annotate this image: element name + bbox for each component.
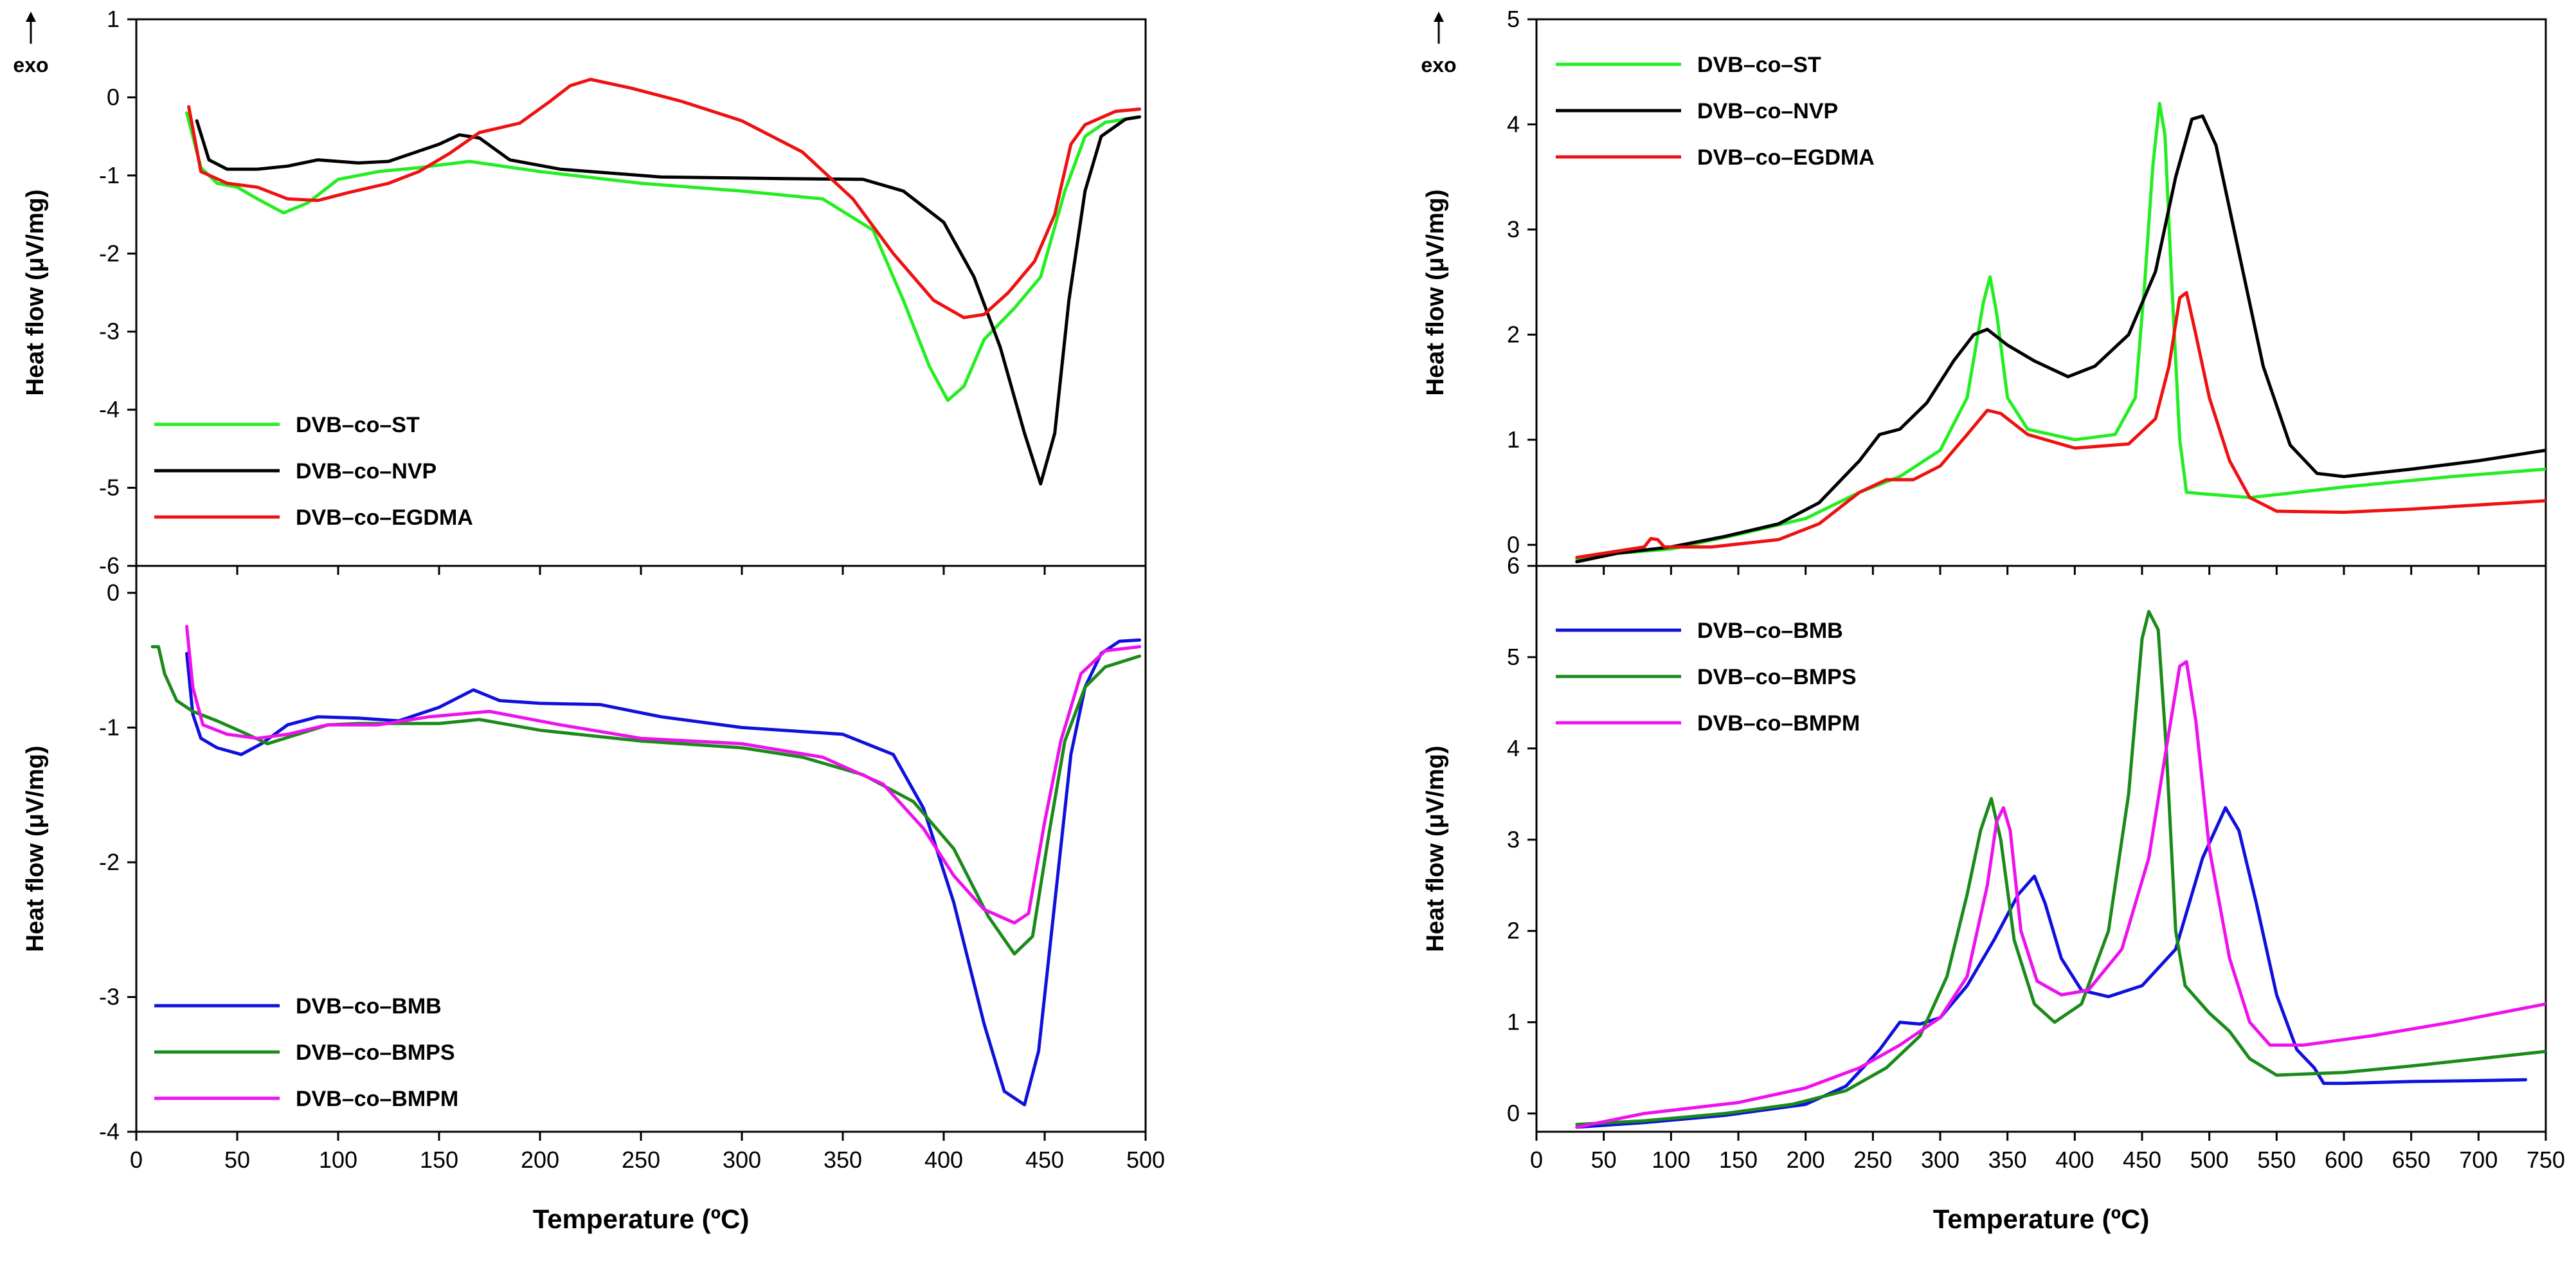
y-axis-label: Heat flow (μV/mg) (1422, 190, 1449, 396)
legend-label-1: DVB–co–BMB (296, 994, 442, 1019)
series-line-2 (195, 115, 1142, 485)
y-tick-label: -4 (99, 1118, 120, 1145)
x-tick-label: 100 (1652, 1147, 1690, 1173)
legend-label-2: DVB–co–BMPS (296, 1040, 455, 1065)
x-axis-label: Temperature (ºC) (533, 1204, 750, 1234)
plot-frame (135, 565, 1147, 1133)
x-tick-label: 250 (1853, 1147, 1892, 1173)
x-tick-label: 350 (824, 1147, 862, 1173)
legend-label-1: DVB–co–ST (296, 413, 420, 437)
y-tick-label: 0 (107, 84, 120, 110)
y-tick-label: 0 (1507, 531, 1520, 558)
chart-left-bottom: 0 -1 -2 -3 -4 0 50 100 150 200 250 300 350 400 450 500 H… (22, 565, 1165, 1234)
legend-label-1: DVB–co–BMB (1697, 619, 1843, 643)
y-tick-label: 1 (107, 6, 120, 32)
x-tick-label: 700 (2459, 1147, 2498, 1173)
legend-label-3: DVB–co–EGDMA (1697, 145, 1875, 170)
x-tick-label: 250 (622, 1147, 660, 1173)
x-tick-label: 50 (1591, 1147, 1617, 1173)
exo-label-right: exo (1421, 53, 1456, 77)
y-tick-label: -5 (99, 475, 120, 501)
y-tick-label: -6 (99, 552, 120, 579)
y-tick-label: 3 (1507, 826, 1520, 853)
x-tick-label: 300 (1921, 1147, 1959, 1173)
legend-label-3: DVB–co–BMPM (296, 1087, 458, 1111)
x-tick-label: 450 (1025, 1147, 1064, 1173)
series-line-3 (1575, 660, 2546, 1129)
x-tick-label: 650 (2392, 1147, 2431, 1173)
x-tick-label: 500 (2190, 1147, 2229, 1173)
x-tick-label: 450 (2123, 1147, 2161, 1173)
series-line-3 (187, 78, 1142, 320)
x-tick-label: 550 (2257, 1147, 2296, 1173)
y-tick-label: -3 (99, 983, 120, 1010)
x-tick-label: 100 (319, 1147, 357, 1173)
series-line-1 (1575, 102, 2546, 561)
series-line-3 (185, 624, 1142, 925)
legend-label-3: DVB–co–EGDMA (296, 505, 473, 530)
x-tick-label: 600 (2325, 1147, 2363, 1173)
series-line-3 (1575, 291, 2546, 559)
y-tick-label: 1 (1507, 426, 1520, 453)
series-line-2 (1575, 114, 2546, 563)
plot-frame (135, 18, 1147, 567)
y-tick-label: 4 (1507, 735, 1520, 761)
y-axis-label: Heat flow (μV/mg) (22, 746, 49, 952)
chart-right-top: 0 1 2 3 4 5 Heat flow (μV/mg) DVB–co–ST DVB–co–N… (1422, 6, 2547, 567)
legend-label-3: DVB–co–BMPM (1697, 711, 1860, 736)
x-tick-label: 750 (2526, 1147, 2565, 1173)
exo-label-left: exo (13, 53, 48, 77)
x-tick-label: 0 (130, 1147, 143, 1173)
series-line-2 (150, 645, 1142, 956)
y-tick-label: 5 (1507, 644, 1520, 670)
x-axis-label: Temperature (ºC) (1933, 1204, 2150, 1234)
plot-frame (1535, 565, 2547, 1133)
y-tick-label: -4 (99, 396, 120, 422)
y-tick-label: 2 (1507, 321, 1520, 347)
exo-marker-left: exo (13, 12, 49, 77)
legend-label-2: DVB–co–BMPS (1697, 665, 1857, 689)
y-tick-label: -2 (99, 240, 120, 266)
y-tick-label: -1 (99, 162, 120, 188)
exo-marker-right: exo (1421, 12, 1457, 77)
legend-label-2: DVB–co–NVP (296, 459, 437, 484)
series-line-1 (1575, 806, 2528, 1129)
y-tick-label: 4 (1507, 111, 1520, 137)
y-tick-label: -1 (99, 714, 120, 740)
series-line-1 (185, 111, 1142, 403)
y-axis-label: Heat flow (μV/mg) (1422, 746, 1449, 952)
legend-label-1: DVB–co–ST (1697, 53, 1821, 77)
x-tick-label: 200 (521, 1147, 559, 1173)
y-tick-label: 5 (1507, 6, 1520, 32)
y-tick-label: 0 (1507, 1100, 1520, 1127)
x-tick-label: 200 (1787, 1147, 1825, 1173)
legend-label-2: DVB–co–NVP (1697, 99, 1838, 123)
x-tick-label: 150 (1719, 1147, 1758, 1173)
x-tick-label: 50 (224, 1147, 250, 1173)
x-tick-label: 0 (1530, 1147, 1543, 1173)
chart-left-top: 1 0 -1 -2 -3 -4 -5 -6 Heat flow (μV/mg) DVB–co–ST… (22, 6, 1147, 579)
y-tick-label: 6 (1507, 552, 1520, 579)
series-line-1 (185, 638, 1142, 1107)
x-tick-label: 350 (1988, 1147, 2027, 1173)
y-tick-label: 1 (1507, 1009, 1520, 1035)
y-tick-label: 3 (1507, 216, 1520, 242)
plot-frame (1535, 18, 2547, 567)
y-axis-label: Heat flow (μV/mg) (22, 190, 49, 396)
x-tick-label: 300 (723, 1147, 761, 1173)
x-tick-label: 400 (924, 1147, 963, 1173)
y-tick-label: 0 (107, 579, 120, 606)
y-tick-label: 2 (1507, 918, 1520, 944)
x-tick-label: 150 (420, 1147, 458, 1173)
x-tick-label: 500 (1126, 1147, 1165, 1173)
chart-right-bottom: 0 1 2 3 4 5 6 0 50 100 150 200 250 300 350 400 450 500 550… (1422, 552, 2565, 1234)
y-tick-label: -3 (99, 318, 120, 345)
y-tick-label: -2 (99, 849, 120, 875)
series-line-2 (1575, 610, 2546, 1127)
x-tick-label: 400 (2055, 1147, 2094, 1173)
